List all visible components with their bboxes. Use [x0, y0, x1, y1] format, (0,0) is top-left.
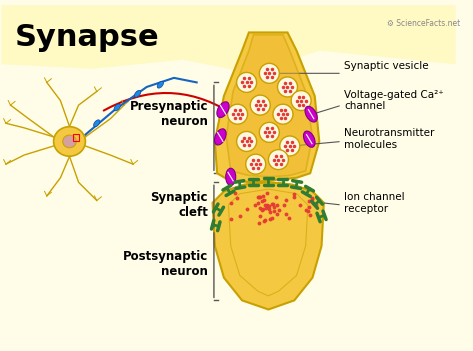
- Text: Ion channel
receptor: Ion channel receptor: [344, 192, 405, 213]
- Circle shape: [291, 91, 311, 111]
- Circle shape: [236, 131, 257, 151]
- Polygon shape: [228, 189, 308, 296]
- Ellipse shape: [134, 90, 141, 97]
- Polygon shape: [212, 182, 324, 310]
- Ellipse shape: [214, 129, 226, 145]
- Ellipse shape: [94, 120, 100, 127]
- Ellipse shape: [63, 135, 76, 148]
- Text: Synaptic vesicle: Synaptic vesicle: [344, 61, 429, 71]
- Ellipse shape: [226, 168, 236, 185]
- Text: Neurotransmitter
molecules: Neurotransmitter molecules: [344, 128, 435, 150]
- Text: Voltage-gated Ca²⁺
channel: Voltage-gated Ca²⁺ channel: [344, 90, 444, 111]
- Circle shape: [245, 154, 266, 174]
- Ellipse shape: [304, 131, 315, 147]
- Ellipse shape: [305, 106, 317, 122]
- Polygon shape: [215, 32, 319, 182]
- Text: Presynaptic
neuron: Presynaptic neuron: [130, 100, 208, 128]
- Ellipse shape: [157, 81, 164, 88]
- Circle shape: [259, 122, 280, 143]
- Ellipse shape: [114, 104, 120, 111]
- Text: Synaptic
cleft: Synaptic cleft: [150, 191, 208, 219]
- Bar: [73, 134, 79, 140]
- Circle shape: [273, 104, 293, 124]
- Polygon shape: [1, 5, 455, 73]
- Polygon shape: [226, 35, 313, 177]
- Circle shape: [268, 150, 289, 170]
- Circle shape: [236, 72, 257, 92]
- Circle shape: [259, 63, 280, 83]
- Ellipse shape: [214, 182, 323, 232]
- Text: Postsynaptic
neuron: Postsynaptic neuron: [123, 250, 208, 278]
- Text: Synapse: Synapse: [15, 24, 160, 52]
- Circle shape: [228, 104, 247, 124]
- Ellipse shape: [217, 102, 229, 118]
- Circle shape: [250, 95, 270, 115]
- Ellipse shape: [53, 127, 86, 156]
- Circle shape: [280, 136, 300, 156]
- Text: ⚙ ScienceFacts.net: ⚙ ScienceFacts.net: [387, 19, 461, 28]
- Circle shape: [278, 77, 298, 97]
